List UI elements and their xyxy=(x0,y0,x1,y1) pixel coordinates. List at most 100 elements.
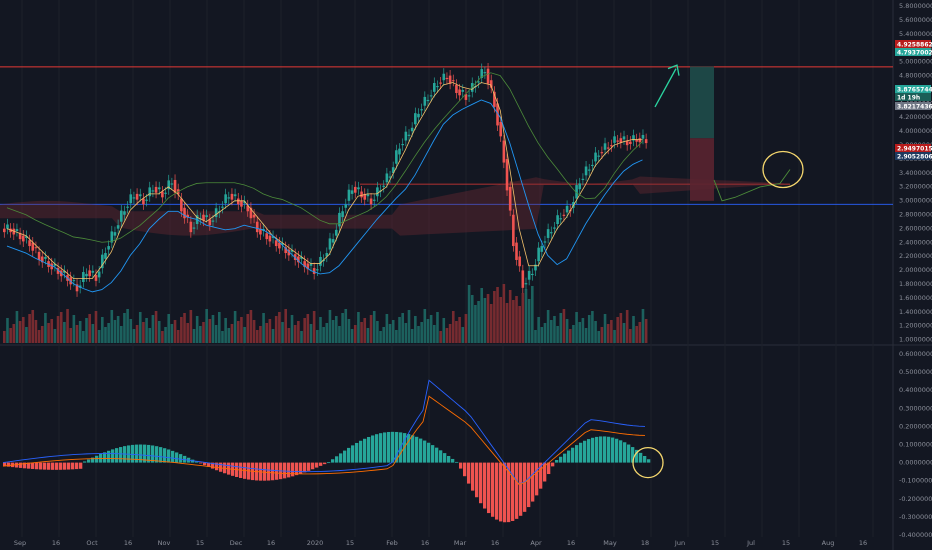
candle-body xyxy=(138,194,142,197)
volume-bar xyxy=(584,328,588,343)
macd-histogram-bar xyxy=(491,462,495,517)
volume-bar xyxy=(322,327,325,343)
candle-body xyxy=(113,232,117,236)
volume-bar xyxy=(236,321,240,343)
macd-histogram-bar xyxy=(59,462,63,470)
candle-body xyxy=(477,81,480,83)
volume-bar xyxy=(281,322,284,343)
candle-body xyxy=(34,247,38,249)
macd-histogram-bar xyxy=(391,431,395,463)
candle-body xyxy=(420,109,423,111)
volume-bar xyxy=(597,331,601,343)
candle-body xyxy=(559,218,563,220)
ma-line-short xyxy=(6,82,643,279)
price-axis-label: 1.00000000 xyxy=(899,336,932,344)
macd-histogram-bar xyxy=(315,462,319,468)
candle-body xyxy=(107,246,110,250)
candle-body xyxy=(395,150,398,164)
volume-bar xyxy=(622,323,626,343)
macd-histogram-bar xyxy=(523,462,527,512)
volume-bar xyxy=(72,315,76,343)
volume-bar xyxy=(451,311,455,343)
candle-body xyxy=(622,136,626,140)
macd-histogram-bar xyxy=(355,442,359,463)
volume-bar xyxy=(12,324,16,343)
macd-histogram-bar xyxy=(83,461,87,463)
volume-bar xyxy=(9,328,12,343)
candle-body xyxy=(439,82,442,84)
volume-bar xyxy=(126,309,129,343)
macd-histogram-bar xyxy=(375,434,379,463)
macd-histogram-bar xyxy=(135,444,139,463)
volume-bar xyxy=(227,328,231,343)
price-tag-text: 2.90528066 xyxy=(897,153,932,160)
candle-body xyxy=(404,131,408,141)
macd-axis-label: 0.60000000 xyxy=(899,350,932,358)
macd-histogram-bar xyxy=(427,442,431,463)
volume-bar xyxy=(382,327,386,343)
candle-body xyxy=(531,273,534,276)
macd-histogram-bar xyxy=(567,450,571,463)
volume-bar xyxy=(474,305,477,343)
candle-body xyxy=(508,186,512,211)
candle-body xyxy=(445,77,449,80)
candle-body xyxy=(353,186,357,193)
projected-path xyxy=(713,169,791,202)
candle-body xyxy=(407,134,411,136)
candle-body xyxy=(369,198,373,205)
candle-body xyxy=(388,176,392,178)
volume-bar xyxy=(214,325,218,343)
volume-bar xyxy=(641,309,645,343)
candle-body xyxy=(211,220,215,222)
price-axis-label: 5.00000000 xyxy=(899,58,932,66)
candle-body xyxy=(319,256,322,266)
macd-axis-label: 0.00000000 xyxy=(899,459,932,467)
volume-bar xyxy=(470,295,474,343)
candle-body xyxy=(145,199,148,201)
volume-bar xyxy=(455,321,458,343)
volume-bar xyxy=(259,326,262,343)
price-axis-label: 4.20000000 xyxy=(899,113,932,121)
volume-bar xyxy=(483,298,487,343)
date-axis-label: 16 xyxy=(491,539,499,547)
macd-histogram-bar xyxy=(483,462,487,509)
macd-histogram-bar xyxy=(467,462,471,484)
date-axis-label: 16 xyxy=(124,539,132,547)
price-tag-text: 4.79370022 xyxy=(897,49,932,56)
candle-body xyxy=(410,127,414,132)
candle-body xyxy=(31,242,35,251)
candle-body xyxy=(546,229,550,238)
candle-body xyxy=(600,152,604,154)
volume-bar xyxy=(385,314,389,343)
macd-axis-label: -0.10000000 xyxy=(899,477,932,485)
macd-histogram-bar xyxy=(619,440,623,463)
macd-histogram-bar xyxy=(75,462,79,470)
macd-histogram-bar xyxy=(287,462,291,478)
volume-bar xyxy=(331,320,335,343)
date-axis-label: 15 xyxy=(782,539,790,547)
macd-histogram-bar xyxy=(607,436,611,463)
volume-bar xyxy=(47,323,50,343)
candle-body xyxy=(515,242,518,260)
date-axis-label: 16 xyxy=(267,539,275,547)
macd-histogram-bar xyxy=(635,449,639,463)
volume-bar xyxy=(101,317,104,343)
candle-body xyxy=(192,227,196,229)
date-axis-label: 15 xyxy=(346,539,354,547)
candle-body xyxy=(151,190,155,192)
macd-histogram-bar xyxy=(47,462,51,470)
volume-bar xyxy=(398,317,401,343)
price-axis-label: 4.00000000 xyxy=(899,127,932,135)
volume-bar xyxy=(357,312,360,343)
candle-body xyxy=(183,207,186,219)
macd-line xyxy=(2,379,646,485)
candle-body xyxy=(366,194,370,197)
volume-bar xyxy=(205,309,208,343)
macd-histogram-bar xyxy=(371,435,375,463)
candle-body xyxy=(123,211,126,215)
macd-histogram-bar xyxy=(175,452,179,463)
candle-body xyxy=(56,268,60,274)
macd-histogram-bar xyxy=(387,431,391,463)
